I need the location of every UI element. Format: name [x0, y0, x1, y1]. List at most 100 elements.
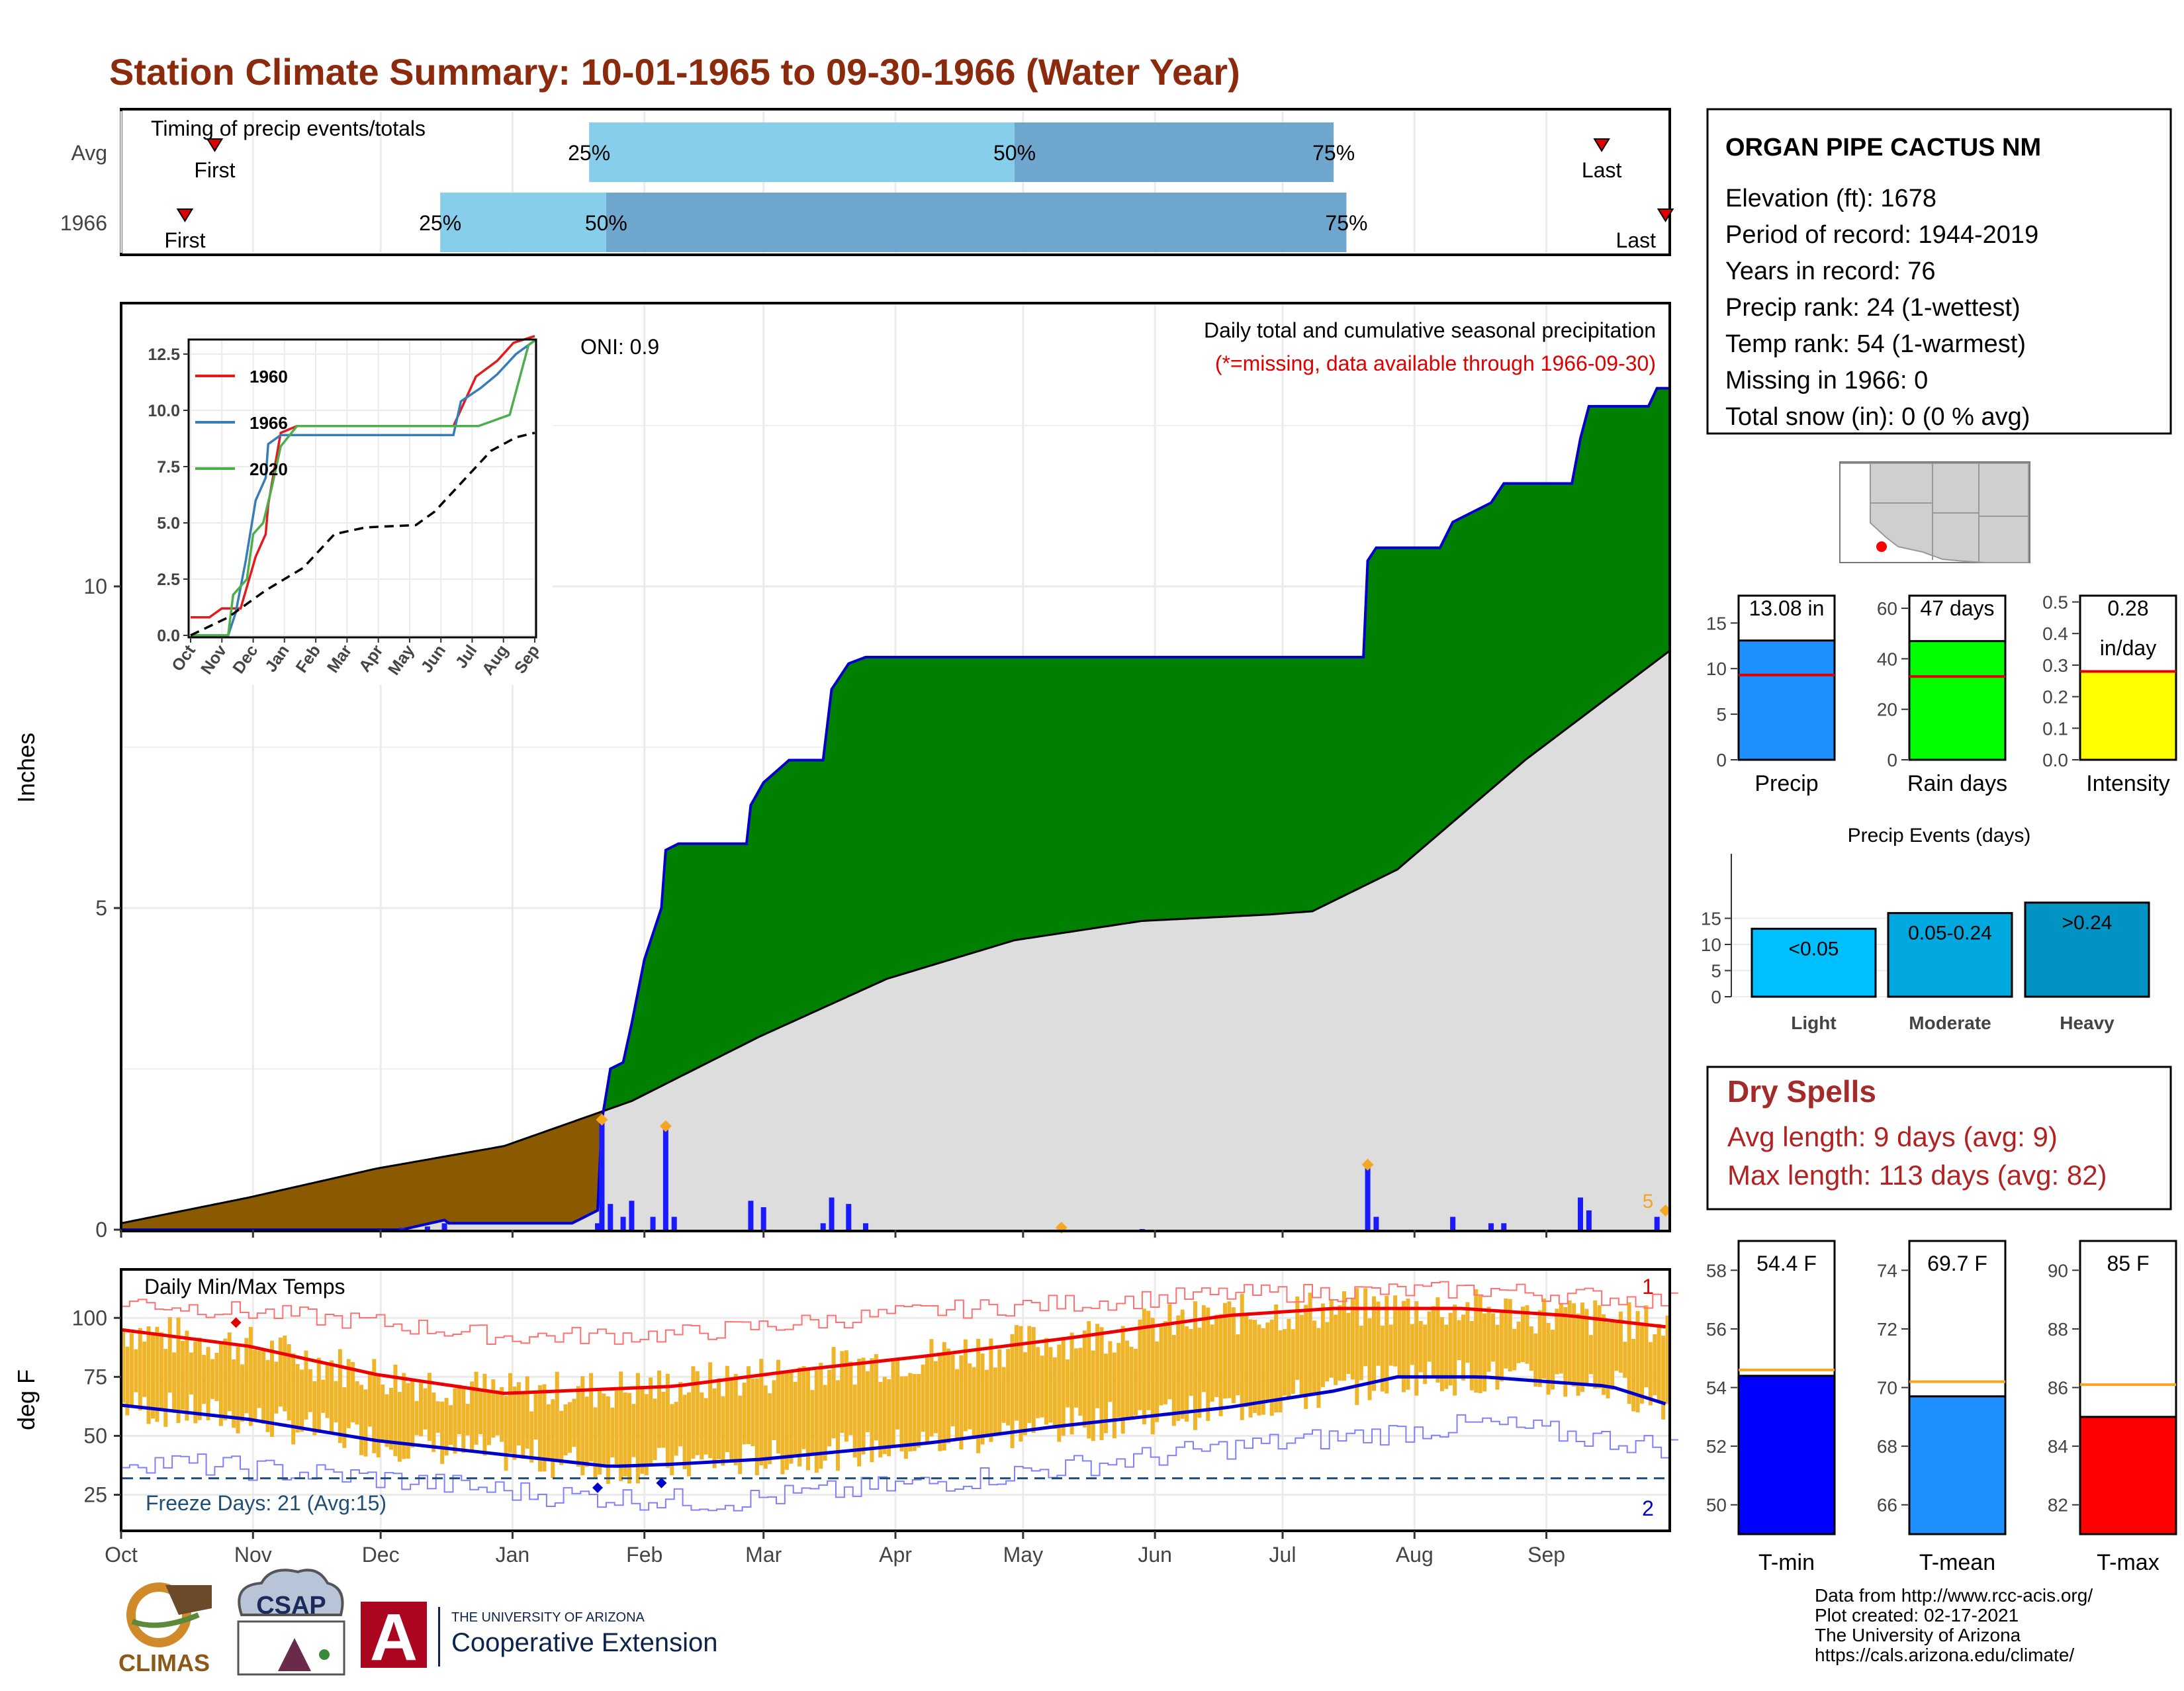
climas-swoosh: [131, 1612, 200, 1628]
record-low-marker-2: [656, 1477, 667, 1488]
month-label-Nov: Nov: [234, 1543, 272, 1567]
heavy-precip-marker-18: [1361, 1158, 1374, 1171]
mini-tick-label-1-2: 40: [1877, 649, 1897, 669]
dry-spells-box: Dry Spells Avg length: 9 days (avg: 9) M…: [1706, 1066, 2172, 1211]
mini-bar-label-1: Rain days: [1907, 771, 2007, 796]
first-marker: [176, 208, 194, 222]
mini-tick-label-2-2: 0.2: [2042, 687, 2068, 708]
temp-bar-tick-label-0-2: 54: [1706, 1378, 1727, 1398]
temp-bar-tick-label-1-3: 72: [1877, 1319, 1897, 1340]
month-label-Jan: Jan: [496, 1543, 530, 1567]
daily-precip-bar-3: [595, 1223, 600, 1230]
timing-bar-q1-1966: [440, 193, 606, 252]
csap-text: CSAP: [256, 1592, 326, 1620]
month-label-Jul: Jul: [1269, 1543, 1297, 1567]
dry-spells-title: Dry Spells: [1727, 1074, 1876, 1109]
timing-p75-label: 75%: [1325, 211, 1367, 235]
first-marker: [206, 138, 224, 152]
inset-ytick-label-4: 10.0: [148, 402, 180, 420]
temp-bar-tick-label-0-3: 56: [1706, 1319, 1727, 1340]
station-years: Years in record: 76: [1725, 257, 1936, 285]
month-label-Mar: Mar: [745, 1543, 782, 1567]
mini-bar-value-label-1: 47 days: [1920, 596, 1994, 620]
ua-block: [361, 1602, 427, 1668]
events-bar-heavy: [2024, 901, 2150, 998]
month-label-Sep: Sep: [1527, 1543, 1565, 1567]
month-label-Aug: Aug: [1396, 1543, 1433, 1567]
precip-events-chart: Precip Events (days) 0 5 10 15 <0.05 Light 0.0…: [1701, 825, 2150, 1033]
events-tick-label-3: 15: [1701, 909, 1721, 929]
ua-divider: [438, 1607, 440, 1667]
timing-panel: 25% 50% 75% First Last 25% 50% 75% First Last Tim…: [60, 108, 1674, 256]
temp-bar-tick-label-2-4: 90: [2048, 1260, 2068, 1281]
month-label-Jun: Jun: [1138, 1543, 1172, 1567]
temp-bar-tick-label-2-3: 88: [2048, 1319, 2068, 1340]
temp-bar-tick-label-1-1: 68: [1877, 1436, 1897, 1457]
daily-precip-bar-4: [599, 1120, 605, 1230]
credit-university: The University of Arizona: [1815, 1625, 2021, 1645]
daily-precip-bar-22: [1501, 1223, 1507, 1230]
station-missing: Missing in 1966: 0: [1725, 367, 1928, 394]
mini-tick-label-0-2: 10: [1706, 659, 1727, 679]
record-low-label: 2: [1642, 1496, 1654, 1520]
daily-precip-bar-24: [1586, 1210, 1592, 1230]
temp-ytick-label-2: 75: [83, 1365, 107, 1389]
ua-big-text: Cooperative Extension: [451, 1628, 717, 1657]
inset-background: [122, 304, 553, 685]
precip-ytick-label-2: 10: [83, 574, 107, 598]
temp-bar-label-2: T-max: [2097, 1550, 2159, 1575]
inset-legend-label-2020: 2020: [250, 459, 288, 479]
observed-cumulative-line: [121, 387, 1670, 1231]
daily-precip-bar-0: [399, 1228, 405, 1230]
events-tick-label-1: 5: [1711, 961, 1721, 982]
dry-spells-max: Max length: 113 days (avg: 82): [1727, 1160, 2107, 1191]
mini-tick-label-1-0: 0: [1887, 750, 1897, 770]
station-precip-rank: Precip rank: 24 (1-wettest): [1725, 294, 2021, 322]
timing-bar-q2-1966: [606, 193, 1347, 252]
daily-precip-bar-7: [629, 1201, 635, 1230]
climas-text: CLIMAS: [118, 1649, 210, 1676]
daily-temp-range-bars: [121, 1288, 1670, 1485]
daily-precip-bar-1: [424, 1226, 430, 1230]
station-period: Period of record: 1944-2019: [1725, 221, 2038, 249]
timing-p50-label: 50%: [993, 141, 1036, 165]
daily-precip-bar-23: [1578, 1197, 1583, 1230]
mini-tick-label-0-0: 0: [1716, 750, 1727, 770]
mini-bar-label-2: Intensity: [2086, 771, 2170, 796]
temp-bar-tick-label-0-1: 52: [1706, 1436, 1727, 1457]
month-label-Apr: Apr: [879, 1543, 912, 1567]
mini-tick-label-2-4: 0.4: [2042, 623, 2068, 644]
temp-bar-value-1: [1908, 1395, 2007, 1535]
average-max-line: [120, 1306, 1666, 1395]
mini-tick-label-0-3: 15: [1706, 613, 1727, 633]
record-low-marker-1: [592, 1482, 603, 1493]
timing-p50-label: 50%: [585, 211, 627, 235]
temp-bar-label-0: T-min: [1758, 1550, 1815, 1575]
heavy-precip-marker-9: [659, 1120, 672, 1132]
daily-precip-bar-8: [650, 1216, 656, 1230]
temp-bar-tick-label-2-2: 86: [2048, 1378, 2068, 1398]
csap-cloud: [238, 1569, 344, 1616]
mini-bar-value-label-0: 13.08 in: [1749, 596, 1825, 620]
mini-tick-label-0-1: 5: [1716, 704, 1727, 725]
temp-bar-value-2: [2079, 1416, 2177, 1535]
temp-bar-tick-label-1-4: 74: [1877, 1260, 1897, 1281]
inset-line-1966: [191, 340, 536, 637]
temp-bar-value-label-2: 85 F: [2107, 1252, 2149, 1275]
daily-precip-bar-14: [829, 1197, 835, 1230]
inset-line-1960: [191, 335, 535, 619]
daily-precip-bar-6: [620, 1216, 626, 1230]
events-title: Precip Events (days): [1848, 825, 2031, 846]
timing-p75-label: 75%: [1312, 141, 1355, 165]
temp-ytick-label-0: 25: [83, 1483, 107, 1507]
csap-mountain: [278, 1638, 311, 1671]
inset-legend-label-1966: 1966: [250, 413, 288, 433]
events-bar-label-0: Light: [1791, 1013, 1836, 1033]
timing-row-1966-label: 1966: [60, 211, 107, 235]
first-label: First: [164, 228, 205, 252]
temp-bar-tick-label-2-0: 82: [2048, 1495, 2068, 1516]
temp-bar-tick-label-2-1: 84: [2048, 1436, 2068, 1457]
mini-tick-label-2-1: 0.1: [2042, 718, 2068, 739]
daily-precip-bar-17: [1139, 1229, 1145, 1230]
